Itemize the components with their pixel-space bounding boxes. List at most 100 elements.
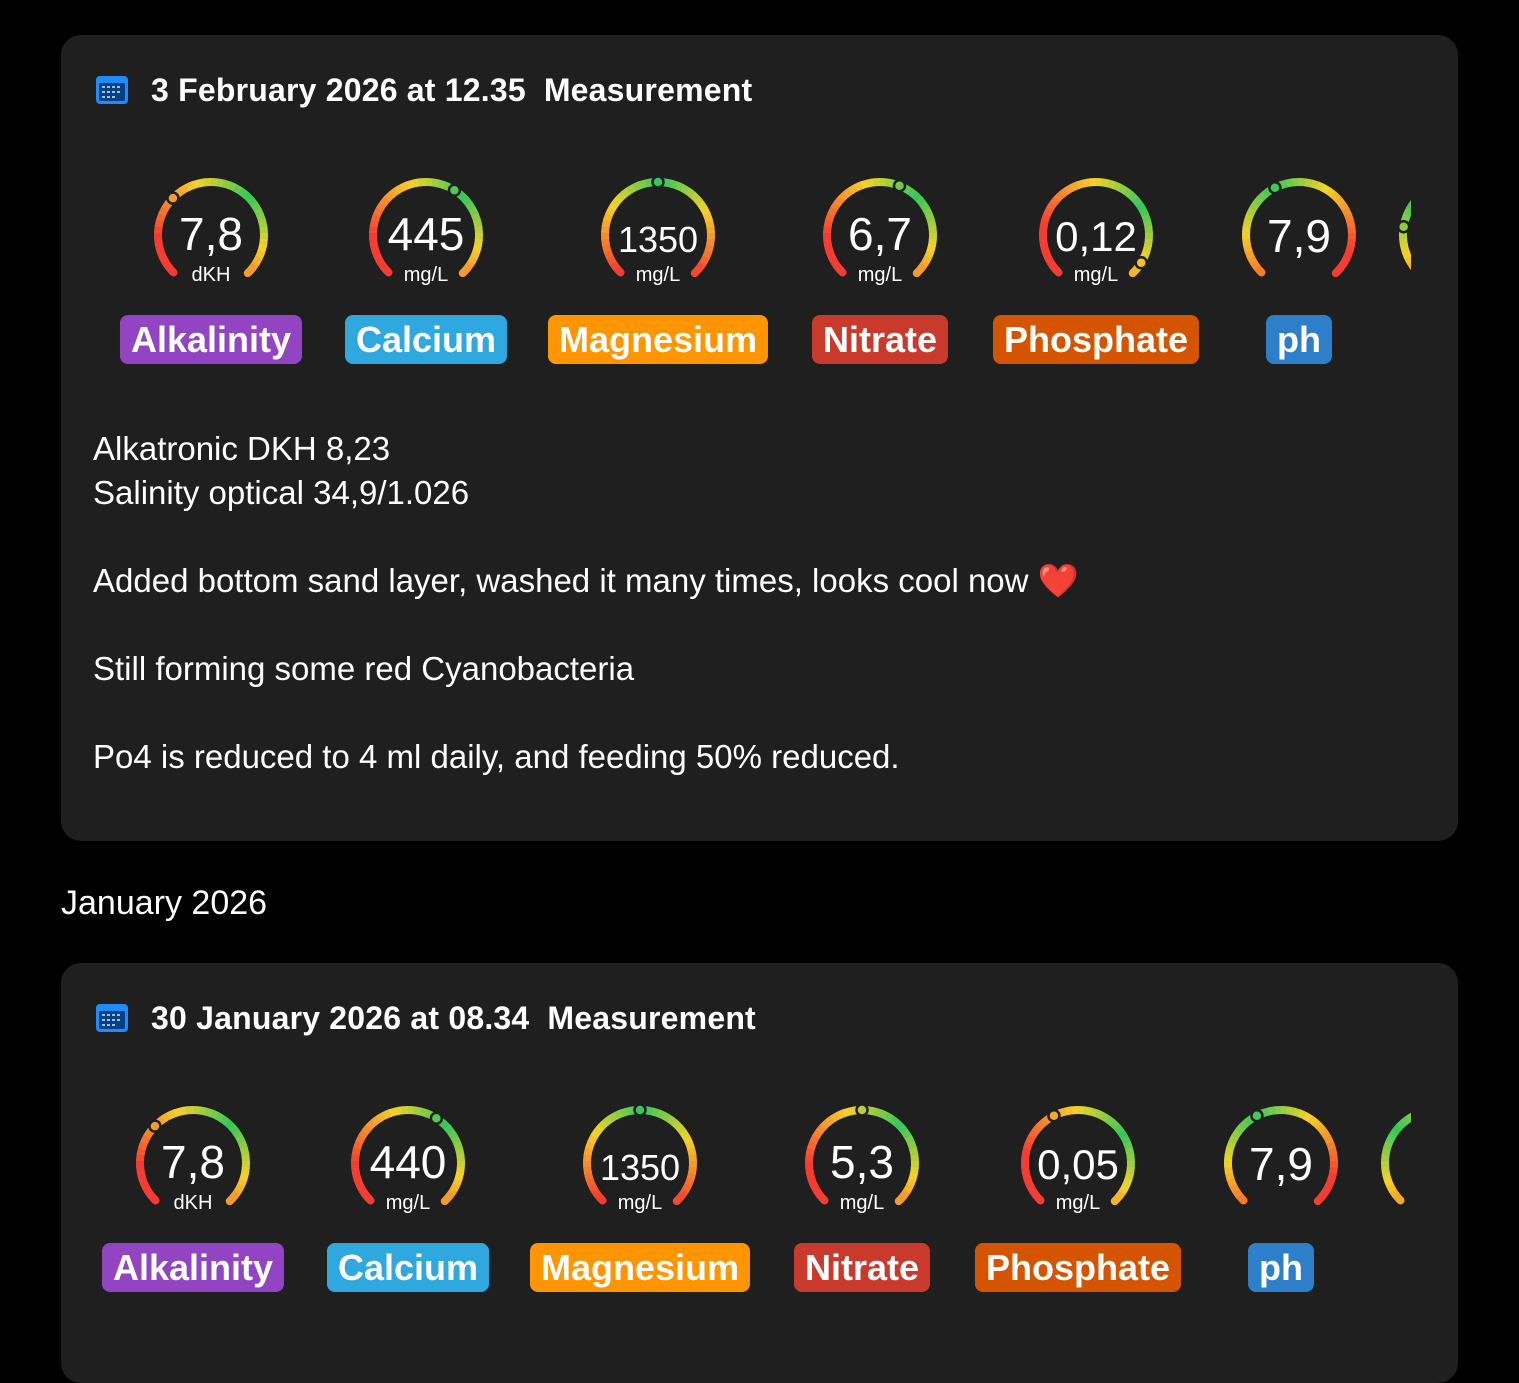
gauge-arc-segment [658,1113,665,1116]
gauge-arc-segment [1310,1119,1316,1123]
gauge-arc-segment [886,1116,892,1120]
gauge-arc-segment [1305,1116,1311,1120]
parameter-tag[interactable]: Magnesium [548,315,768,364]
gauge-arc-segment [862,183,869,185]
note-line [93,603,1393,647]
gauge-arc-segment [1239,1195,1244,1200]
gauge-arc-segment [374,1118,380,1122]
gauge-arc-segment [1403,238,1404,245]
gauge-arc-segment [432,182,439,183]
gauge-arc-segment [676,185,683,188]
gauge-arc-segment [646,1110,653,1111]
gauge-arc-segment [205,1111,212,1113]
parameter-tag[interactable]: ph [1266,315,1332,364]
gauge-arc-segment [896,1123,901,1128]
gauge-arc-segment [438,183,445,185]
gauge-arc-segment [181,1110,188,1111]
gauge-arc-segment [1066,1110,1073,1111]
parameter-tag[interactable]: Phosphate [993,315,1199,364]
gauge-arc-segment [1260,194,1265,199]
gauge-arc-segment [402,185,409,188]
parameter-tag[interactable]: Alkalinity [120,315,302,364]
gauge-arc-segment [1117,1127,1122,1133]
gauge-arc-segment [460,195,465,200]
parameter-tag[interactable]: Calcium [345,315,507,364]
gauge-arc-segment [1072,185,1079,188]
gauge-arc-segment [679,1127,684,1133]
gauge-arc-segment [164,1115,170,1119]
metric-gauge-more[interactable] [1356,175,1411,375]
gauge-arc-segment [838,1113,845,1116]
gauge-arc-segment [612,203,616,209]
gauge-arc-segment [601,1122,606,1127]
gauge-arc-segment [379,1115,385,1119]
gauge-indicator-dot [653,177,664,188]
gauge-arc-segment [1032,1131,1036,1137]
gauge-arc-segment [1287,1110,1294,1111]
gauge-arc-segment [1120,188,1126,192]
gauge-arc-segment [222,1119,228,1123]
gauge-arc-segment [874,1111,881,1113]
gauge-arc-segment [914,195,919,200]
gauge-arc-segment [227,1123,232,1128]
gauge-arc-segment [1399,1122,1404,1127]
gauge-arc-segment [1317,185,1324,188]
gauge-arc-segment [1121,1132,1125,1138]
gauge-indicator-dot [449,185,460,196]
parameter-tag[interactable]: ph [1248,1243,1314,1292]
gauge-arc-segment [1112,1123,1117,1128]
gauge-arc-segment [1333,195,1338,200]
metric-gauge-r[interactable]: 3R [1338,1103,1411,1303]
gauge-arc-segment [1338,199,1343,205]
gauge-arc-segment [615,198,620,204]
gauge-arc-segment [420,1111,427,1113]
entry-type: Measurement [547,1000,756,1037]
gauge-arc-segment [245,195,250,200]
parameter-tag[interactable]: Nitrate [812,315,948,364]
parameter-tag[interactable]: Alkalinity [102,1243,284,1292]
gauge-arc-segment [819,1126,824,1132]
gauge-indicator-dot [149,1121,160,1132]
gauge-arc-segment [891,1119,897,1123]
gauge-arc-segment [1060,1111,1067,1113]
gauge-arc-segment [392,190,398,194]
gauge-value: 0,05 [978,1140,1178,1190]
gauge-arc-segment [1287,182,1294,183]
note-line [93,691,1393,735]
gauge-arc-segment [880,1113,887,1116]
gauge-arc-segment [1409,1115,1411,1119]
gauge-value: 7,8 [93,1137,293,1187]
gauge-indicator-dot [167,193,178,204]
gauge-arc-segment [611,1115,617,1119]
parameter-tag[interactable]: Calcium [327,1243,489,1292]
gauge-arc-segment [217,1116,223,1120]
parameter-tag[interactable]: Phosphate [975,1243,1181,1292]
gauge-arc-segment [1269,1110,1276,1111]
gauge-arc-segment [465,199,470,205]
note-line: Alkatronic DKH 8,23 [93,427,1393,471]
measurement-card[interactable]: 3 February 2026 at 12.35 Measurement 7,8… [61,35,1458,841]
gauge-arc-segment [1084,182,1091,183]
measurement-card[interactable]: 30 January 2026 at 08.34 Measurement 7,8… [61,963,1458,1383]
gauge-arc-segment [841,194,846,199]
month-section-header: January 2026 [61,878,267,928]
gauge-unit: mg/L [762,1192,962,1214]
gauge-arc-segment [1107,1119,1113,1123]
parameter-tag[interactable]: Magnesium [530,1243,750,1292]
gauge-arc-segment [1235,1190,1239,1196]
parameter-tag[interactable]: Nitrate [794,1243,930,1292]
gauge-arc-segment [447,1127,452,1133]
gauge-arc-segment [383,198,388,204]
